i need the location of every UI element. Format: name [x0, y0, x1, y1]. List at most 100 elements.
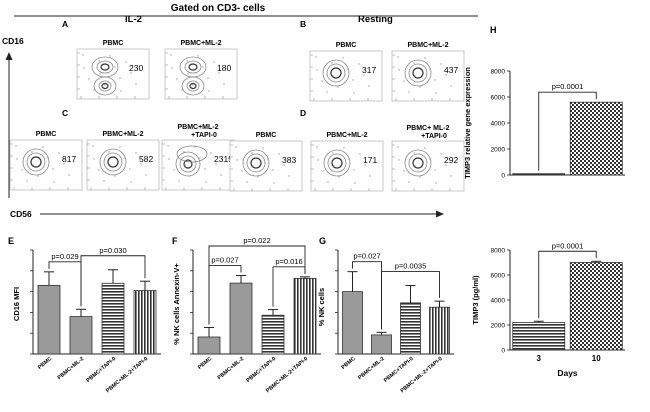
event-dot: [218, 72, 220, 74]
contour-plot: PBMC+ML-2+TAPI-0 2315: [161, 124, 235, 191]
plot-frame: [76, 48, 150, 100]
bar: [261, 314, 285, 355]
density-contour: [250, 157, 262, 169]
flow-panel-d: D PBMC 383 PBMC+ML-2 171 PBMC+ ML-2+TAPI-0 292: [229, 108, 465, 192]
density-contour: [412, 157, 424, 169]
flow-axis-x-arrowhead: [436, 210, 444, 218]
density-contour: [93, 76, 117, 96]
event-dot: [236, 159, 238, 161]
bar: [512, 173, 566, 176]
density-contour: [176, 145, 208, 163]
event-dot: [130, 72, 132, 74]
bar: [101, 282, 125, 355]
y-tick-label: 4000: [491, 121, 506, 128]
density-contour: [327, 153, 347, 173]
event-dot: [369, 175, 371, 177]
y-axis-label: TIMP3 (pg/ml): [471, 275, 480, 325]
event-dot: [187, 73, 189, 75]
event-dot: [168, 158, 170, 160]
bar: [133, 290, 157, 355]
event-dot: [213, 61, 215, 63]
contour-plot: PBMC+ML-2 180: [164, 40, 238, 100]
y-tick-label: 6000: [491, 273, 506, 280]
event-dot: [202, 66, 204, 68]
event-dot: [93, 158, 95, 160]
event-dot: [288, 175, 290, 177]
y-axis-label: TIMP3 relative gene expression: [463, 67, 472, 179]
plot-label: PBMC+ML-2: [102, 131, 143, 138]
event-dot: [32, 164, 34, 166]
event-dot: [347, 68, 349, 70]
event-dot: [210, 152, 212, 154]
event-dot: [98, 169, 100, 171]
density-contour: [322, 59, 350, 87]
event-dot: [215, 163, 217, 165]
event-dot: [170, 54, 172, 56]
bar: [569, 262, 623, 351]
event-dot: [450, 85, 452, 87]
x-tick-label: PBMC: [341, 356, 357, 371]
significance-bracket: [272, 266, 306, 307]
x-tick-label: PBMC+TAPI-0: [383, 356, 415, 384]
x-tick-label: PBMC: [197, 356, 213, 371]
density-contour: [331, 157, 343, 169]
plot-frame: [229, 140, 303, 192]
bar: [429, 306, 450, 355]
plot-label: PBMC+ML-2: [326, 132, 367, 139]
event-dot: [450, 175, 452, 177]
chart-h2: 0 2000 4000 6000 8000 TIMP3 (pg/ml) 3 10 Days p=0…: [471, 241, 625, 378]
plot-label: PBMC: [36, 131, 57, 138]
event-dot: [414, 75, 416, 77]
panel-letter: H: [490, 25, 497, 35]
flow-axis-x-label: CD56: [10, 209, 32, 219]
event-dot: [440, 153, 442, 155]
event-dot: [419, 176, 421, 178]
event-dot: [186, 60, 188, 62]
chart-h: H 0 2000 4000 6000 8000 TIMP3 relative gene ex…: [463, 25, 625, 180]
event-dot: [189, 175, 191, 177]
event-dot: [26, 180, 28, 182]
event-dot: [83, 67, 85, 69]
y-axis-label: CD16 MFI: [12, 287, 21, 321]
event-dot: [398, 69, 400, 71]
event-dot: [124, 157, 126, 159]
event-dot: [353, 92, 355, 94]
density-contour: [96, 60, 114, 74]
bar: [342, 291, 363, 355]
bar: [371, 334, 392, 355]
significance-bracket: [80, 255, 146, 307]
event-dot: [130, 181, 132, 183]
mfi-value: 180: [217, 63, 231, 73]
event-dot: [397, 56, 399, 58]
event-dot: [194, 146, 196, 148]
event-dot: [204, 168, 206, 170]
density-contour: [179, 155, 197, 173]
event-dot: [178, 180, 180, 182]
event-dot: [429, 68, 431, 70]
event-dot: [68, 174, 70, 176]
event-dot: [58, 152, 60, 154]
event-dot: [429, 158, 431, 160]
density-contour: [186, 80, 200, 92]
bar: [37, 284, 61, 355]
mfi-value: 292: [444, 155, 458, 165]
event-dot: [445, 164, 447, 166]
event-dot: [440, 63, 442, 65]
bar: [569, 101, 623, 176]
density-contour: [26, 152, 46, 172]
plot-label: PBMC+ML-2: [407, 42, 448, 49]
event-dot: [332, 75, 334, 77]
mfi-value: 582: [139, 154, 153, 164]
event-dot: [348, 158, 350, 160]
event-dot: [353, 169, 355, 171]
x-tick-label: 3: [537, 354, 542, 363]
contour-plot: PBMC 383: [229, 132, 303, 192]
density-contour: [189, 82, 197, 90]
event-dot: [262, 147, 264, 149]
x-tick-label: PBMC+ML-2: [57, 356, 86, 381]
y-tick-label: 8000: [491, 248, 506, 255]
panel-title: IL-2: [125, 14, 142, 25]
event-dot: [197, 55, 199, 57]
p-value-label: p=0.030: [99, 246, 126, 255]
